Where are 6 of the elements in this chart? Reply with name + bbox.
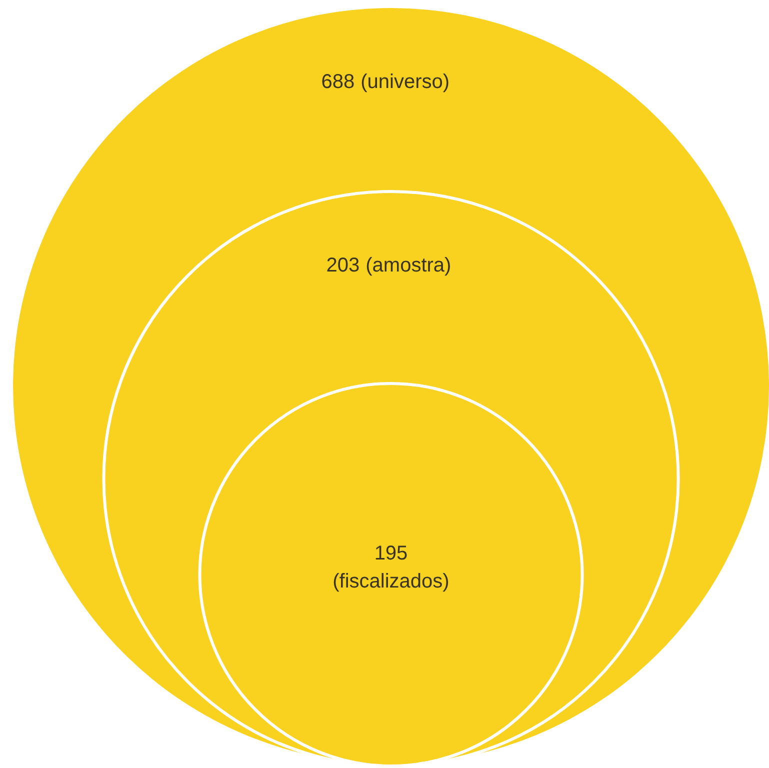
data-label: 203 [326, 254, 360, 276]
category-label: (universo) [360, 71, 450, 93]
data-label: 195 [374, 542, 408, 565]
category-label: (amostra) [366, 254, 452, 276]
data-label: 688 [321, 71, 355, 93]
category-label: (fiscalizados) [332, 570, 450, 593]
